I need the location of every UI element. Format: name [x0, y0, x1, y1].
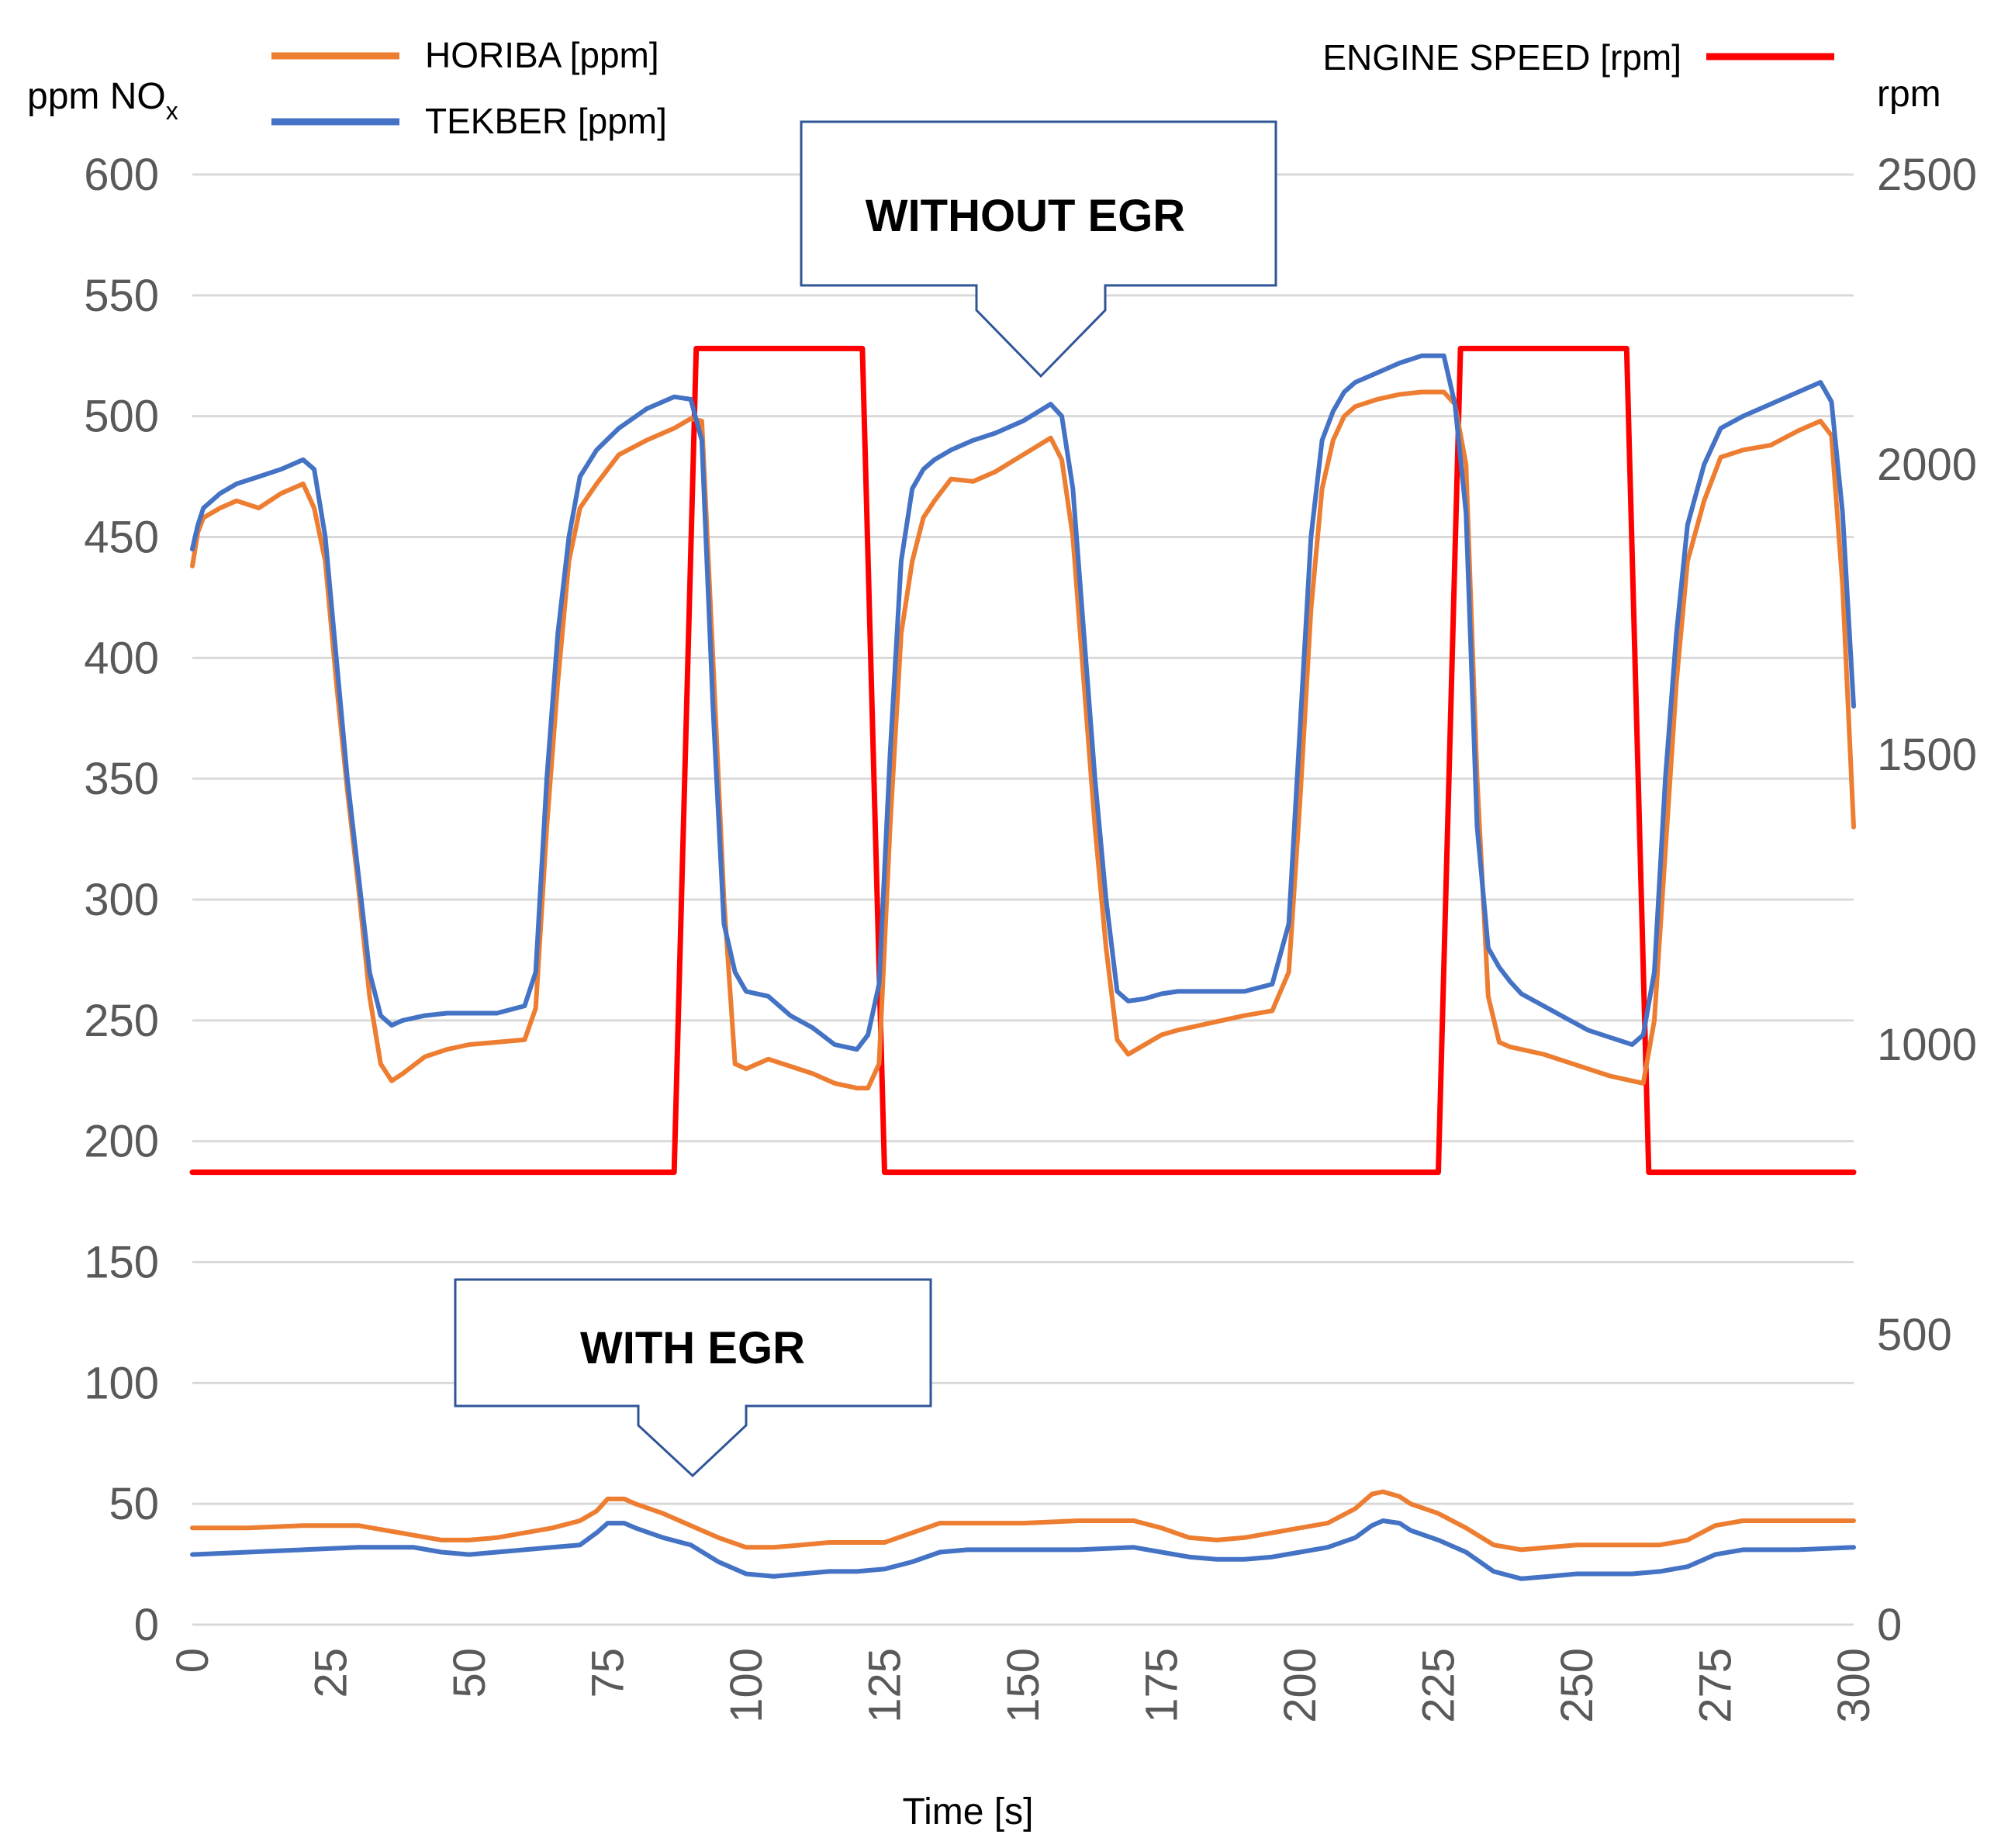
horiba-with-egr-line [190, 1489, 1856, 1553]
tekber-with-egr-line [190, 1518, 1856, 1581]
y-left-tick-label: 200 [84, 1117, 159, 1167]
left-axis-ticks: 0 50 100 150 200 250 300 350 400 450 500 550 600 [84, 150, 159, 1650]
tekber-without-egr-line [190, 353, 1856, 1052]
y-left-tick-label: 450 [84, 513, 159, 563]
right-axis-title: rpm [1877, 74, 1941, 115]
x-tick-label: 200 [1275, 1648, 1325, 1723]
legend-label-horiba: HORIBA [ppm] [425, 35, 659, 75]
x-tick-label: 50 [444, 1648, 495, 1698]
right-axis-ticks: 0 500 1000 1500 2000 2500 [1877, 150, 1977, 1650]
callout-without-egr-shape [800, 120, 1277, 378]
x-tick-label: 150 [998, 1648, 1049, 1723]
y-right-tick-label: 500 [1877, 1310, 1952, 1360]
y-left-tick-label: 500 [84, 392, 159, 442]
y-left-tick-label: 550 [84, 271, 159, 321]
x-tick-label: 300 [1829, 1648, 1879, 1723]
gridlines [192, 173, 1854, 1626]
y-right-tick-label: 1500 [1877, 730, 1977, 780]
left-axis-title: ppm NOx [27, 76, 178, 125]
callout-with-egr-text: WITH EGR [580, 1323, 805, 1373]
y-left-tick-label: 50 [109, 1479, 159, 1529]
x-tick-label: 225 [1414, 1648, 1464, 1723]
y-left-tick-label: 0 [134, 1600, 159, 1650]
x-axis-title: Time [s] [903, 1791, 1034, 1832]
y-left-tick-label: 400 [84, 633, 159, 683]
x-tick-label: 175 [1137, 1648, 1187, 1723]
y-left-tick-label: 100 [84, 1358, 159, 1408]
legend: HORIBA [ppm] TEKBER [ppm] ENGINE SPEED [… [271, 35, 1834, 141]
engine-line [189, 345, 1857, 1176]
y-left-tick-label: 150 [84, 1238, 159, 1288]
x-tick-label: 0 [168, 1648, 218, 1673]
callout-with-egr-shape [454, 1278, 932, 1478]
y-right-tick-label: 2000 [1877, 440, 1977, 490]
x-axis-ticks: 0 25 50 75 100 125 150 175 200 225 250 275 300 [168, 1648, 1879, 1723]
x-tick-label: 250 [1552, 1648, 1602, 1723]
callout-without-egr-text: WITHOUT EGR [866, 191, 1185, 241]
x-tick-label: 75 [583, 1648, 634, 1698]
y-left-tick-label: 350 [84, 754, 159, 804]
legend-label-tekber: TEKBER [ppm] [425, 101, 667, 141]
callout-without-egr: WITHOUT EGR [800, 120, 1277, 378]
horiba-without-egr-line [190, 389, 1856, 1091]
x-tick-label: 275 [1691, 1648, 1741, 1723]
left-axis-title-main: ppm NO [27, 76, 166, 117]
y-left-tick-label: 250 [84, 996, 159, 1046]
y-right-tick-label: 0 [1877, 1600, 1902, 1650]
legend-label-engine-speed: ENGINE SPEED [rpm] [1322, 37, 1681, 78]
callout-with-egr: WITH EGR [454, 1278, 932, 1478]
y-left-tick-label: 300 [84, 875, 159, 925]
x-tick-label: 125 [860, 1648, 911, 1723]
x-tick-label: 25 [306, 1648, 357, 1698]
y-left-tick-label: 600 [84, 150, 159, 200]
data-series [189, 345, 1857, 1581]
left-axis-title-subscript: x [166, 97, 178, 125]
y-right-tick-label: 1000 [1877, 1020, 1977, 1070]
y-right-tick-label: 2500 [1877, 150, 1977, 200]
x-tick-label: 100 [721, 1648, 772, 1723]
